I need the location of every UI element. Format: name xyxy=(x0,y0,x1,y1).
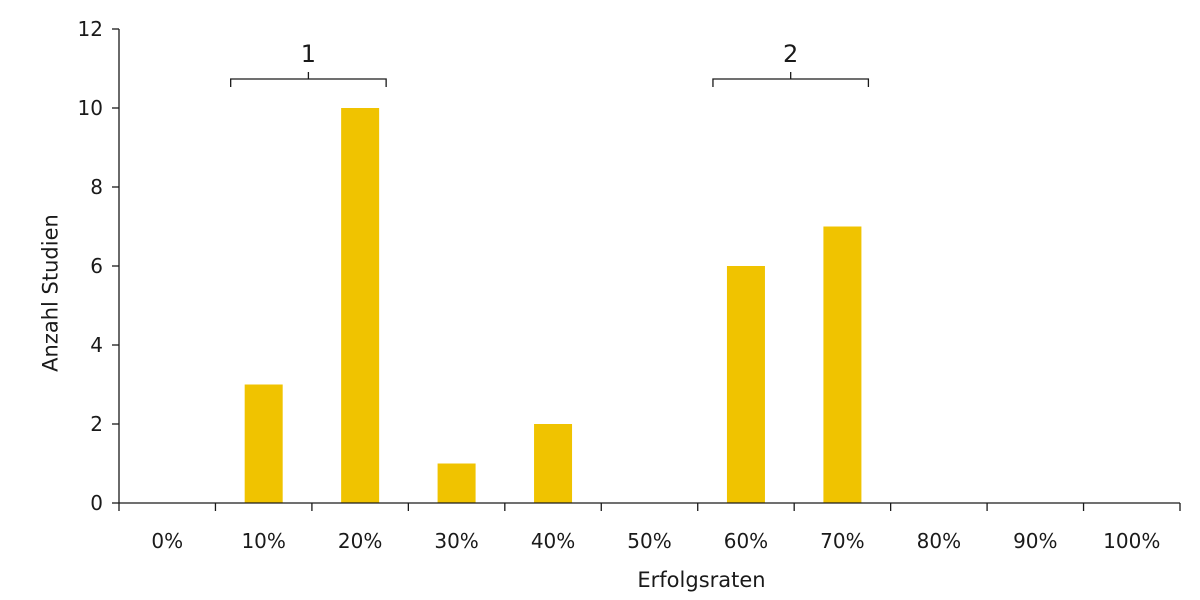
bar-30pct xyxy=(437,463,476,503)
x-axis-title: Erfolgsraten xyxy=(637,568,765,592)
bar-10pct xyxy=(244,384,283,503)
x-tick-label: 40% xyxy=(531,529,575,553)
annotation-bracket xyxy=(712,72,870,87)
y-tick-label: 8 xyxy=(90,175,103,199)
y-ticks: 0 2 4 6 8 10 12 xyxy=(78,17,119,515)
y-tick-label: 10 xyxy=(78,96,103,120)
y-axis-title: Anzahl Studien xyxy=(38,214,62,372)
x-tick-label: 90% xyxy=(1013,529,1057,553)
y-tick-label: 12 xyxy=(78,17,103,41)
y-tick-label: 4 xyxy=(90,333,103,357)
annotation-label: 1 xyxy=(301,40,316,68)
annotation-bracket xyxy=(230,72,387,87)
x-tick-label: 0% xyxy=(151,529,183,553)
bars xyxy=(244,108,862,503)
x-tick-label: 10% xyxy=(241,529,285,553)
x-tick-label: 30% xyxy=(434,529,478,553)
annotation-label: 2 xyxy=(783,40,798,68)
bar-40pct xyxy=(534,424,573,503)
x-tick-label: 20% xyxy=(338,529,382,553)
y-tick-label: 2 xyxy=(90,412,103,436)
x-ticks: 0% 10% 20% 30% 40% 50% 60% 70% 80% 90% 100% xyxy=(118,503,1181,553)
bar-70pct xyxy=(823,226,862,503)
bar-60pct xyxy=(726,266,765,503)
x-tick-label: 50% xyxy=(627,529,671,553)
y-tick-label: 0 xyxy=(90,491,103,515)
x-tick-label: 60% xyxy=(724,529,768,553)
x-tick-label: 100% xyxy=(1103,529,1160,553)
x-tick-label: 80% xyxy=(917,529,961,553)
x-tick-label: 70% xyxy=(820,529,864,553)
y-tick-label: 6 xyxy=(90,254,103,278)
bar-20pct xyxy=(341,108,380,503)
